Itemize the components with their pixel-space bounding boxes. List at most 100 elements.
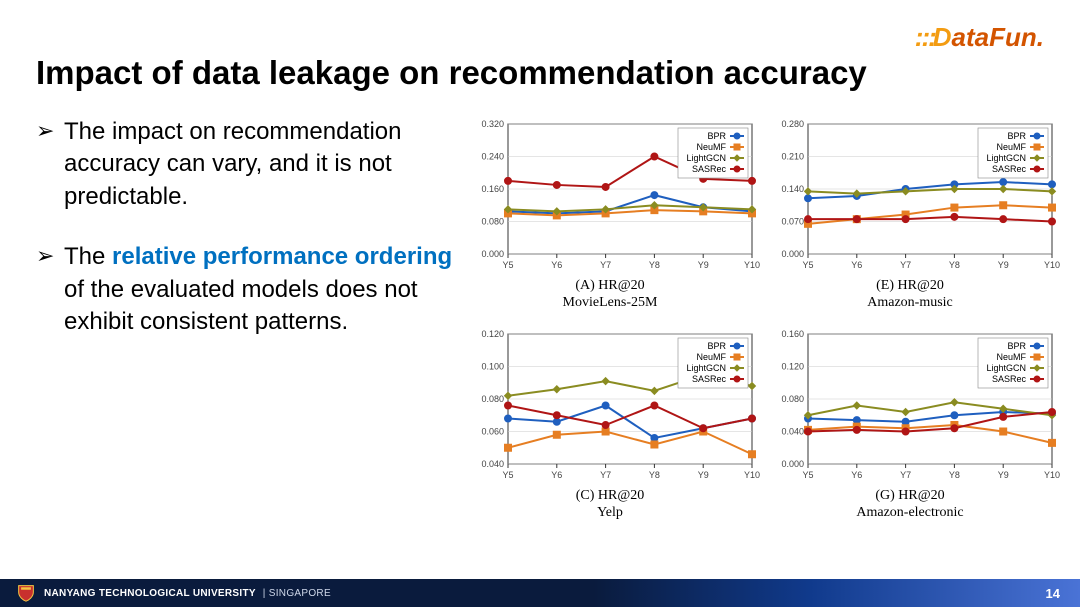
page-number: 14: [1046, 586, 1060, 601]
slide-root: :::DataFun. Impact of data leakage on re…: [0, 0, 1080, 607]
svg-text:0.080: 0.080: [481, 217, 504, 227]
svg-text:SASRec: SASRec: [692, 374, 727, 384]
svg-text:Y9: Y9: [698, 260, 709, 270]
chart-g: 0.0000.0400.0800.1200.160Y5Y6Y7Y8Y9Y10BP…: [760, 326, 1060, 522]
svg-text:0.120: 0.120: [781, 362, 804, 372]
svg-text:0.000: 0.000: [781, 459, 804, 469]
caption-line-2: Yelp: [597, 505, 623, 520]
svg-text:LightGCN: LightGCN: [986, 153, 1026, 163]
svg-text:LightGCN: LightGCN: [986, 363, 1026, 373]
chart-e: 0.0000.0700.1400.2100.280Y5Y6Y7Y8Y9Y10BP…: [760, 116, 1060, 312]
svg-text:BPR: BPR: [1007, 341, 1026, 351]
svg-text:Y6: Y6: [851, 260, 862, 270]
svg-text:0.000: 0.000: [481, 249, 504, 259]
svg-text:NeuMF: NeuMF: [696, 352, 726, 362]
svg-text:0.210: 0.210: [781, 152, 804, 162]
caption-line-2: Amazon-electronic: [856, 505, 963, 520]
chart-a: 0.000 0.080 0.160 0.240 0.320 Y5 Y6 Y7 Y8 Y9 Y10 BP…: [460, 116, 760, 312]
svg-text:Y6: Y6: [551, 470, 562, 480]
slide-title: Impact of data leakage on recommendation…: [36, 54, 867, 92]
svg-text:LightGCN: LightGCN: [686, 153, 726, 163]
ntu-crest-icon: [16, 584, 36, 602]
svg-text:NeuMF: NeuMF: [996, 142, 1026, 152]
caption-line-1: (C) HR@20: [576, 488, 645, 503]
bullet-text: The impact on recommendation accuracy ca…: [64, 116, 456, 213]
svg-text:Y10: Y10: [744, 260, 760, 270]
bullet-item: ➢ The relative performance ordering of t…: [36, 241, 456, 338]
chart-g-caption: (G) HR@20 Amazon-electronic: [760, 488, 1060, 522]
svg-text:Y7: Y7: [600, 470, 611, 480]
chart-c: 0.0400.0600.0800.1000.120Y5Y6Y7Y8Y9Y10BP…: [460, 326, 760, 522]
chart-c-caption: (C) HR@20 Yelp: [460, 488, 760, 522]
svg-text:Y5: Y5: [802, 260, 813, 270]
svg-text:LightGCN: LightGCN: [686, 363, 726, 373]
bullet-text-pre: The impact on recommendation accuracy ca…: [64, 118, 402, 210]
svg-text:Y5: Y5: [502, 260, 513, 270]
caption-line-1: (E) HR@20: [876, 278, 944, 293]
datafun-logo: :::DataFun.: [915, 22, 1044, 53]
svg-text:BPR: BPR: [1007, 131, 1026, 141]
svg-text:BPR: BPR: [707, 341, 726, 351]
svg-text:0.120: 0.120: [481, 329, 504, 339]
svg-text:0.160: 0.160: [481, 184, 504, 194]
chart-a-caption: (A) HR@20 MovieLens-25M: [460, 278, 760, 312]
chart-e-svg: 0.0000.0700.1400.2100.280Y5Y6Y7Y8Y9Y10BP…: [760, 116, 1060, 276]
svg-text:0.160: 0.160: [781, 329, 804, 339]
svg-text:BPR: BPR: [707, 131, 726, 141]
svg-text:0.080: 0.080: [781, 394, 804, 404]
svg-text:0.320: 0.320: [481, 119, 504, 129]
caption-line-2: MovieLens-25M: [563, 295, 658, 310]
bullet-text: The relative performance ordering of the…: [64, 241, 456, 338]
slide-footer: NANYANG TECHNOLOGICAL UNIVERSITY | SINGA…: [0, 579, 1080, 607]
svg-text:SASRec: SASRec: [692, 164, 727, 174]
svg-text:Y8: Y8: [649, 260, 660, 270]
bullet-arrow-icon: ➢: [36, 241, 64, 271]
caption-line-1: (A) HR@20: [575, 278, 644, 293]
svg-text:0.100: 0.100: [481, 362, 504, 372]
bullet-item: ➢ The impact on recommendation accuracy …: [36, 116, 456, 213]
svg-text:Y6: Y6: [851, 470, 862, 480]
svg-text:SASRec: SASRec: [992, 374, 1027, 384]
chart-c-svg: 0.0400.0600.0800.1000.120Y5Y6Y7Y8Y9Y10BP…: [460, 326, 760, 486]
svg-text:0.240: 0.240: [481, 152, 504, 162]
footer-university: NANYANG TECHNOLOGICAL UNIVERSITY | SINGA…: [44, 588, 331, 599]
chart-g-svg: 0.0000.0400.0800.1200.160Y5Y6Y7Y8Y9Y10BP…: [760, 326, 1060, 486]
svg-text:0.000: 0.000: [781, 249, 804, 259]
logo-dots: :::: [915, 22, 935, 52]
logo-d: D: [933, 22, 952, 52]
footer-uni-name: NANYANG TECHNOLOGICAL UNIVERSITY: [44, 588, 256, 599]
caption-line-1: (G) HR@20: [875, 488, 944, 503]
svg-text:Y8: Y8: [649, 470, 660, 480]
svg-text:0.060: 0.060: [481, 427, 504, 437]
svg-text:Y10: Y10: [1044, 260, 1060, 270]
footer-sg: | SINGAPORE: [263, 588, 331, 599]
logo-rest: ataFun.: [952, 22, 1044, 52]
chart-e-caption: (E) HR@20 Amazon-music: [760, 278, 1060, 312]
footer-sg-text: SINGAPORE: [269, 588, 331, 599]
svg-text:Y5: Y5: [502, 470, 513, 480]
bullet-list: ➢ The impact on recommendation accuracy …: [36, 116, 456, 366]
svg-text:Y7: Y7: [600, 260, 611, 270]
svg-text:0.040: 0.040: [781, 427, 804, 437]
svg-text:Y6: Y6: [551, 260, 562, 270]
chart-a-svg: 0.000 0.080 0.160 0.240 0.320 Y5 Y6 Y7 Y8 Y9 Y10 BP…: [460, 116, 760, 276]
svg-text:Y8: Y8: [949, 260, 960, 270]
bullet-arrow-icon: ➢: [36, 116, 64, 146]
bullet-text-post: of the evaluated models does not exhibit…: [64, 276, 418, 335]
svg-text:Y9: Y9: [998, 260, 1009, 270]
svg-text:NeuMF: NeuMF: [696, 142, 726, 152]
bullet-text-pre: The: [64, 243, 112, 270]
caption-line-2: Amazon-music: [867, 295, 953, 310]
svg-text:0.080: 0.080: [481, 394, 504, 404]
svg-text:Y7: Y7: [900, 470, 911, 480]
svg-text:Y10: Y10: [1044, 470, 1060, 480]
svg-text:0.040: 0.040: [481, 459, 504, 469]
svg-text:Y10: Y10: [744, 470, 760, 480]
svg-text:Y8: Y8: [949, 470, 960, 480]
svg-text:0.280: 0.280: [781, 119, 804, 129]
svg-text:Y9: Y9: [998, 470, 1009, 480]
bullet-text-highlight: relative performance ordering: [112, 243, 452, 270]
footer-left: NANYANG TECHNOLOGICAL UNIVERSITY | SINGA…: [16, 584, 331, 602]
svg-text:0.140: 0.140: [781, 184, 804, 194]
chart-grid: 0.000 0.080 0.160 0.240 0.320 Y5 Y6 Y7 Y8 Y9 Y10 BP…: [460, 116, 1060, 556]
